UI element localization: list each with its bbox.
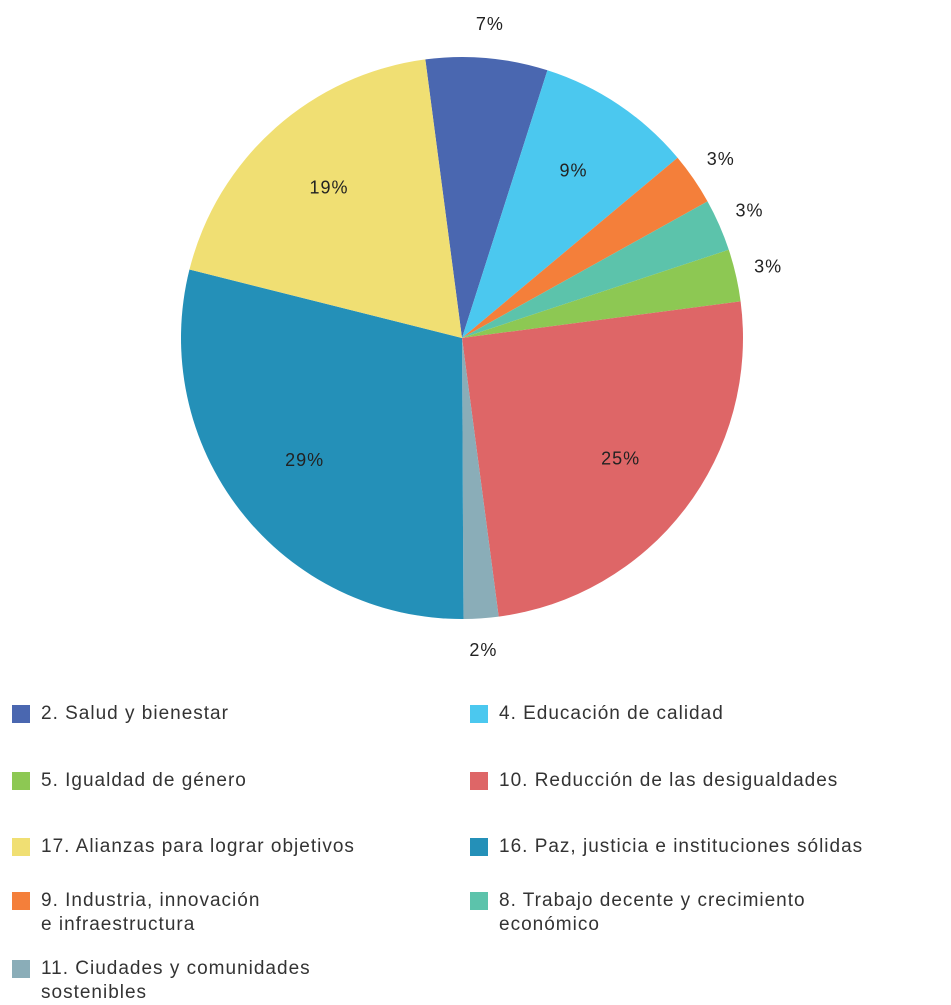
legend-label: 11. Ciudades y comunidades sostenibles [41, 958, 311, 1003]
legend-item: 11. Ciudades y comunidades sostenibles [12, 957, 311, 1005]
legend-item: 4. Educación de calidad [470, 702, 724, 726]
pie-slice [462, 201, 729, 338]
pie-slice [462, 249, 741, 338]
pie-slice [462, 70, 678, 338]
legend-label: 10. Reducción de las desigualdades [499, 770, 839, 791]
legend-swatch [470, 772, 488, 790]
legend-swatch [12, 705, 30, 723]
legend-item: 17. Alianzas para lograr objetivos [12, 835, 355, 859]
legend-swatch [470, 705, 488, 723]
data-label: 9% [560, 161, 588, 181]
legend-item: 5. Igualdad de género [12, 769, 247, 793]
legend-swatch [470, 892, 488, 910]
legend-label: 4. Educación de calidad [499, 703, 724, 724]
legend-label: 2. Salud y bienestar [41, 703, 229, 724]
legend-swatch [470, 838, 488, 856]
data-label: 3% [754, 257, 782, 277]
legend-swatch [12, 892, 30, 910]
legend-swatch [12, 772, 30, 790]
legend-item: 8. Trabajo decente y crecimiento económi… [470, 889, 806, 937]
legend-label: 5. Igualdad de género [41, 770, 247, 791]
pie-slice [462, 157, 708, 338]
pie-slice [181, 269, 464, 619]
pie-slice [462, 338, 499, 619]
pie-slice [189, 59, 463, 339]
legend-swatch [12, 960, 30, 978]
data-label: 3% [707, 149, 735, 169]
legend-item: 10. Reducción de las desigualdades [470, 769, 838, 793]
pie-slice [462, 301, 743, 617]
legend-swatch [12, 838, 30, 856]
data-label: 7% [476, 14, 504, 34]
legend-item: 2. Salud y bienestar [12, 702, 229, 726]
data-label: 3% [736, 201, 764, 221]
data-label: 25% [601, 449, 640, 469]
legend-label: 17. Alianzas para lograr objetivos [41, 836, 355, 857]
legend-item: 16. Paz, justicia e instituciones sólida… [470, 835, 863, 859]
chart: 7% 9% 3% 3% 3% 25% 2% 29% 19% [181, 14, 782, 660]
legend-label: 16. Paz, justicia e instituciones sólida… [499, 836, 864, 857]
legend-label: 9. Industria, innovación e infraestructu… [41, 890, 261, 935]
data-label: 29% [285, 450, 324, 470]
legend-item: 9. Industria, innovación e infraestructu… [12, 889, 260, 937]
data-label: 19% [309, 177, 348, 197]
pie-slice [425, 56, 548, 338]
data-label: 2% [469, 640, 497, 660]
legend-label: 8. Trabajo decente y crecimiento económi… [499, 890, 806, 935]
